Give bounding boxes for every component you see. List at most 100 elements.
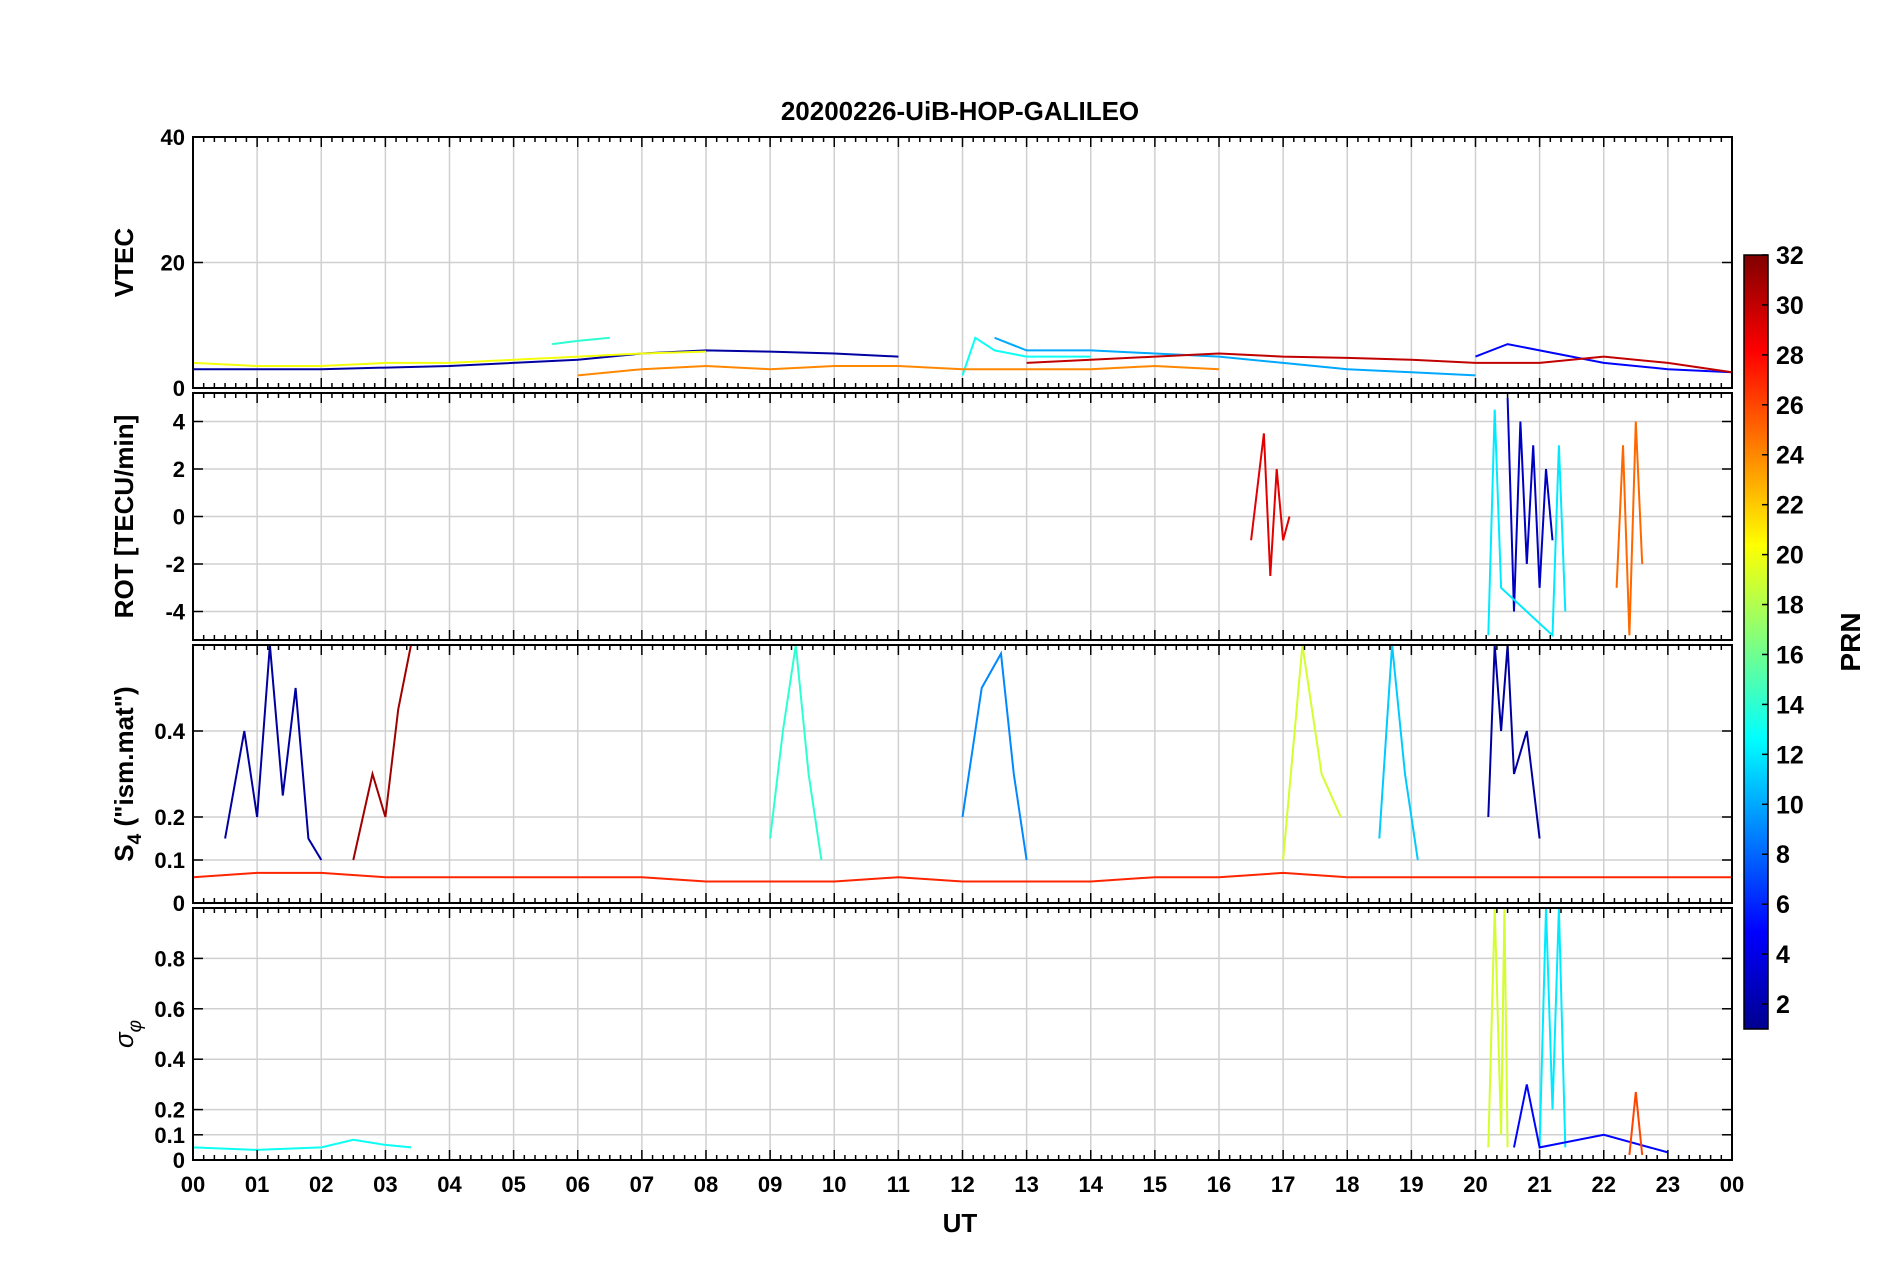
colorbar-tick-label: 32	[1776, 242, 1804, 270]
series-line-prn-5	[1475, 343, 1733, 374]
colorbar-tick-label: 20	[1776, 542, 1804, 570]
y-axis-label: σφ	[109, 1020, 146, 1048]
y-tick-label: 0	[173, 891, 185, 916]
series-line-prn-10	[994, 336, 1476, 377]
x-tick-label: 08	[694, 1172, 718, 1197]
chart-title: 20200226-UiB-HOP-GALILEO	[781, 96, 1139, 126]
x-tick-label: 17	[1271, 1172, 1295, 1197]
colorbar-tick-label: 26	[1776, 392, 1804, 420]
series-line-prn-31	[352, 644, 412, 861]
y-tick-label: 20	[161, 251, 185, 276]
x-tick-label: 19	[1399, 1172, 1423, 1197]
y-tick-label: 0.2	[154, 805, 185, 830]
x-tick-label: 14	[1079, 1172, 1104, 1197]
y-tick-label: -2	[165, 552, 185, 577]
series-line-prn-11	[1378, 644, 1419, 861]
colorbar-tick-label: 24	[1776, 442, 1804, 470]
series-line-prn-29	[1250, 433, 1291, 576]
x-tick-label: 23	[1656, 1172, 1680, 1197]
y-tick-label: -4	[165, 600, 185, 625]
x-tick-label: 01	[245, 1172, 269, 1197]
y-tick-label: 0	[173, 1148, 185, 1173]
y-tick-label: 0	[173, 505, 185, 530]
y-axis-label-rest: ("ism.mat")	[109, 686, 139, 833]
colorbar-tick-label: 4	[1776, 941, 1790, 969]
y-tick-label: 0.6	[154, 997, 185, 1022]
series-line-prn-25	[1615, 421, 1644, 636]
colorbar-tick-label: 16	[1776, 641, 1804, 669]
x-tick-label: 00	[181, 1172, 205, 1197]
y-tick-label: 0.1	[154, 848, 185, 873]
x-tick-label: 06	[566, 1172, 590, 1197]
series-line-prn-24	[577, 364, 1220, 377]
x-tick-label: 07	[630, 1172, 654, 1197]
x-tick-label: 15	[1143, 1172, 1167, 1197]
y-tick-label: 0.2	[154, 1098, 185, 1123]
panel-sigma_phi: 00.10.2 0.4 0.6 0.8 σφ	[109, 907, 1733, 1173]
y-tick-label: 0.4	[154, 719, 185, 744]
y-tick-label: 0	[173, 376, 185, 401]
x-tick-label: 22	[1592, 1172, 1616, 1197]
y-axis-label-sub: φ	[125, 1020, 146, 1032]
x-tick-label: 10	[822, 1172, 846, 1197]
colorbar-tick-label: 10	[1776, 791, 1804, 819]
series-line-prn-19	[1487, 907, 1509, 1148]
y-axis-label-main: S	[109, 844, 139, 861]
colorbar-tick-label: 2	[1776, 991, 1790, 1019]
colorbar-label: PRN	[1835, 612, 1866, 671]
x-axis-label: UT	[943, 1208, 978, 1238]
series-line-prn-13	[961, 336, 1091, 376]
x-tick-label: 16	[1207, 1172, 1231, 1197]
panel-rot: -4 -2 0 2 4 ROT [TECU/min]	[109, 392, 1733, 641]
x-tick-label: 03	[373, 1172, 397, 1197]
series-line-prn-14	[769, 644, 823, 861]
x-tick-label: 18	[1335, 1172, 1359, 1197]
y-tick-label: 0.8	[154, 946, 185, 971]
series-line-prn-19	[1282, 644, 1342, 861]
series-line-prn-2	[224, 644, 323, 861]
y-axis-label: VTEC	[109, 228, 139, 298]
y-tick-label: 4	[173, 410, 186, 435]
y-tick-label: 0.4	[154, 1047, 185, 1072]
y-tick-label: 2	[173, 457, 185, 482]
series-line-prn-3	[1506, 397, 1554, 612]
series-line-prn-26	[1628, 1091, 1644, 1156]
colorbar-tick-label: 28	[1776, 342, 1804, 370]
x-tick-label: 02	[309, 1172, 333, 1197]
panel-s4: 0 0.1 0.2 0.4 S4 ("ism.mat")	[109, 644, 1733, 916]
y-axis-label: S4 ("ism.mat")	[109, 686, 146, 861]
series-line-prn-5	[1513, 1084, 1669, 1154]
colorbar-tick-label: 30	[1776, 292, 1804, 320]
colorbar-tick-label: 18	[1776, 592, 1804, 620]
colorbar-tick-label: 6	[1776, 891, 1790, 919]
series-line-prn-12	[1538, 907, 1567, 1148]
x-tick-label: 09	[758, 1172, 782, 1197]
x-tick-label: 11	[887, 1172, 910, 1197]
x-tick-label: 05	[501, 1172, 525, 1197]
x-tick-label: 04	[437, 1172, 462, 1197]
series-line-prn-30	[1026, 352, 1733, 374]
colorbar-gradient	[1743, 254, 1769, 1030]
y-axis-label: ROT [TECU/min]	[109, 415, 139, 619]
series-line-prn-2	[1487, 644, 1541, 839]
y-tick-label: 0.1	[154, 1123, 185, 1148]
panel-vtec: 0 20 40 VTEC	[109, 125, 1733, 401]
series-line-prn-13	[192, 1138, 412, 1151]
series-line-prn-14	[551, 336, 610, 346]
x-tick-label: 21	[1527, 1172, 1551, 1197]
y-tick-label: 40	[161, 125, 185, 150]
x-tick-label: 13	[1014, 1172, 1038, 1197]
x-tick-label: 20	[1463, 1172, 1487, 1197]
colorbar-tick-label: 22	[1776, 492, 1804, 520]
series-line-prn-27	[192, 871, 1732, 883]
colorbar-tick-label: 8	[1776, 841, 1790, 869]
x-tick-label: 12	[950, 1172, 974, 1197]
series-line-prn-12	[1487, 409, 1567, 638]
colorbar-tick-label: 14	[1776, 691, 1804, 719]
x-tick-label: 00	[1720, 1172, 1744, 1197]
series-line-prn-20	[192, 350, 707, 367]
y-axis-label-sub: 4	[125, 833, 146, 844]
